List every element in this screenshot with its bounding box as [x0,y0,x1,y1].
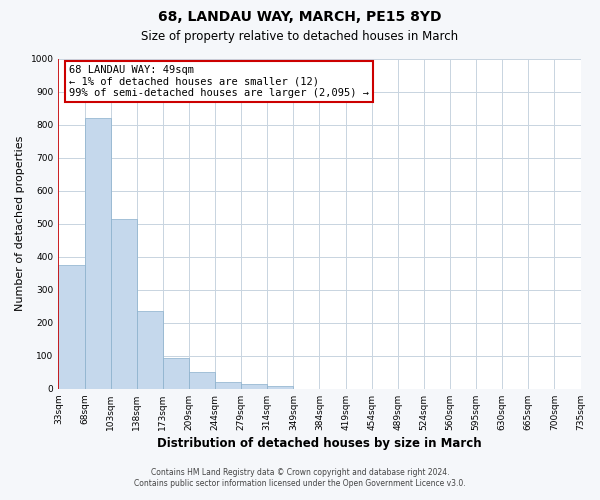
Text: Size of property relative to detached houses in March: Size of property relative to detached ho… [142,30,458,43]
Bar [189,372,215,389]
Bar [163,358,189,389]
Bar [215,382,241,389]
Bar [58,265,85,389]
X-axis label: Distribution of detached houses by size in March: Distribution of detached houses by size … [157,437,482,450]
Bar [85,118,110,389]
Text: 68 LANDAU WAY: 49sqm
← 1% of detached houses are smaller (12)
99% of semi-detach: 68 LANDAU WAY: 49sqm ← 1% of detached ho… [69,65,369,98]
Text: 68, LANDAU WAY, MARCH, PE15 8YD: 68, LANDAU WAY, MARCH, PE15 8YD [158,10,442,24]
Bar [241,384,267,389]
Bar [137,311,163,389]
Text: Contains HM Land Registry data © Crown copyright and database right 2024.
Contai: Contains HM Land Registry data © Crown c… [134,468,466,487]
Bar [110,218,137,389]
Bar [267,386,293,389]
Y-axis label: Number of detached properties: Number of detached properties [15,136,25,312]
